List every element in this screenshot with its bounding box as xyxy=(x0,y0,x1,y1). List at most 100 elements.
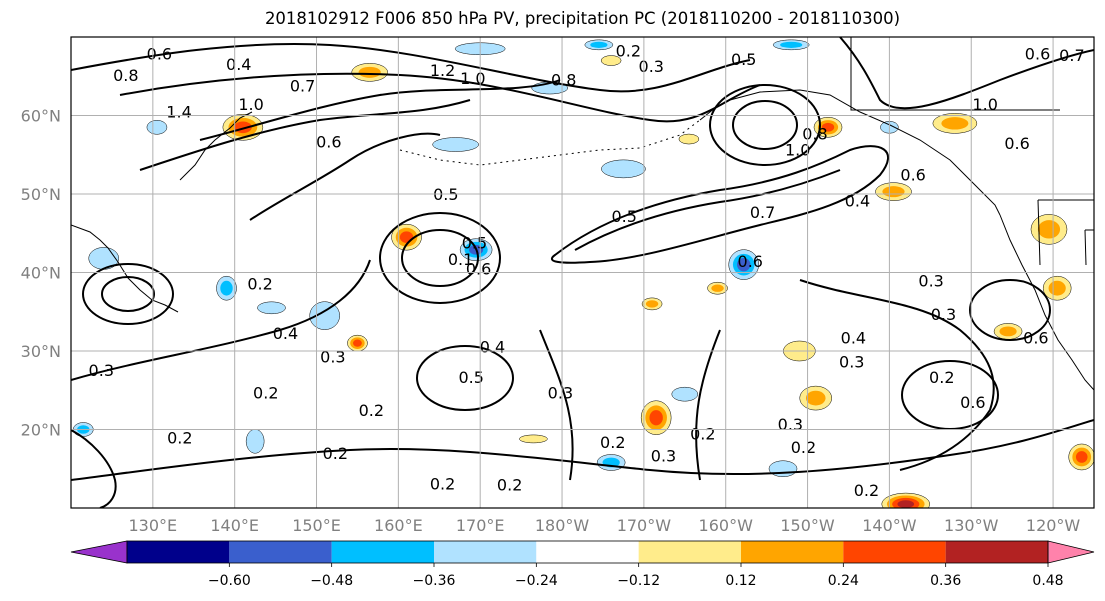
precip-region xyxy=(671,386,699,402)
contour-label: 0.3 xyxy=(839,352,864,371)
x-tick-label: 140°W xyxy=(862,516,917,535)
contour-label: 0.3 xyxy=(89,361,114,380)
x-tick-label: 140°E xyxy=(210,516,259,535)
colorbar-segment xyxy=(536,541,639,563)
coastline-aleutians xyxy=(399,119,701,166)
gridlines xyxy=(71,37,1094,508)
contour-label: 0.6 xyxy=(147,45,172,64)
precip-region xyxy=(768,460,798,477)
contour-label: 0.3 xyxy=(639,57,664,76)
state-border-4 xyxy=(850,37,1060,111)
colorbar-tick-label: 0.48 xyxy=(1032,573,1063,589)
colorbar-tick-label: −0.12 xyxy=(617,573,660,589)
contour-label: 0.3 xyxy=(548,384,573,403)
colorbar-extend-high xyxy=(1047,540,1095,564)
x-tick-label: 180°W xyxy=(535,516,590,535)
contour-label: 0.6 xyxy=(960,393,985,412)
precip-region xyxy=(999,326,1017,337)
x-axis-tick-labels: 130°E 140°E 150°E 160°E 170°E 180°W 170°W 160°W… xyxy=(129,516,1081,535)
pv-contour xyxy=(71,43,751,93)
pv-contour xyxy=(551,145,890,264)
pv-contour xyxy=(71,259,371,381)
pv-contour xyxy=(101,276,155,312)
precip-region xyxy=(649,410,663,426)
pv-contour-labels: 0.60.80.40.71.2 1.01.01.40.60.20.3 0.5 0.6 0… xyxy=(89,41,1085,500)
pv-contour xyxy=(71,429,117,508)
pv-contour xyxy=(539,329,721,481)
contour-label: 0.6 xyxy=(316,132,341,151)
contour-label: 0.6 xyxy=(1004,134,1029,153)
colorbar-frame xyxy=(126,540,1049,564)
x-tick-label: 170°E xyxy=(456,516,505,535)
precip-region xyxy=(353,339,362,347)
precip-region xyxy=(1037,220,1061,239)
colorbar-segment xyxy=(945,541,1048,563)
pv-contour xyxy=(119,72,761,123)
pv-contour xyxy=(969,279,1051,341)
precip-region xyxy=(257,301,286,315)
contour-label: 0.4 xyxy=(273,324,298,343)
x-tick-label: 130°W xyxy=(944,516,999,535)
chart-title: 2018102912 F006 850 hPa PV, precipitatio… xyxy=(264,9,901,28)
colorbar-segment xyxy=(127,541,230,563)
coastline-north-america-west xyxy=(999,214,1094,391)
contour-label: 0.7 xyxy=(750,203,775,222)
colorbar-tick-label: 0.12 xyxy=(725,573,756,589)
precip-region xyxy=(600,55,622,66)
contour-label: 1.4 xyxy=(166,103,191,122)
pv-contour xyxy=(799,279,995,471)
contour-label: 0.5 xyxy=(458,368,483,387)
state-border-2 xyxy=(1037,199,1041,266)
coastlines xyxy=(71,37,1094,391)
contour-label: 0.5 xyxy=(462,234,487,253)
colorbar-tick-labels: −0.60 −0.48 −0.36 −0.24 −0.12 0.12 0.24 0.36 0.4… xyxy=(208,563,1064,589)
precip-region xyxy=(601,159,646,179)
contour-label: 1.0 xyxy=(460,69,485,88)
pv-contour xyxy=(71,419,1094,481)
pv-contours xyxy=(71,37,1094,508)
contour-label: 0.6 xyxy=(1025,45,1050,64)
contour-label: 0.7 xyxy=(1059,46,1084,65)
y-axis-tick-labels: 60°N 50°N 40°N 30°N 20°N xyxy=(21,107,61,440)
contour-label: 0.8 xyxy=(113,66,138,85)
colorbar-tick-label: −0.60 xyxy=(208,573,251,589)
pv-contour xyxy=(416,345,514,411)
pv-contour xyxy=(709,84,821,166)
y-tick-label: 20°N xyxy=(21,421,61,440)
contour-label: 0.2 xyxy=(929,368,954,387)
contour-label: 0.2 xyxy=(690,424,715,443)
pv-contour xyxy=(401,229,479,287)
precip-region xyxy=(309,301,340,330)
precip-region xyxy=(805,390,826,406)
precip-region xyxy=(1075,451,1088,463)
pv-contour xyxy=(732,100,798,150)
contour-label: 0.8 xyxy=(551,70,576,89)
colorbar-tick-label: −0.36 xyxy=(413,573,456,589)
contour-label: 0.6 xyxy=(1023,329,1048,348)
contour-label: 0.2 xyxy=(430,475,455,494)
precip-region xyxy=(821,122,835,132)
precip-region xyxy=(780,41,803,48)
colorbar-segment xyxy=(434,541,537,563)
contour-label: 1.0 xyxy=(785,140,810,159)
y-tick-label: 30°N xyxy=(21,342,61,361)
precip-region xyxy=(678,133,700,145)
x-tick-label: 120°W xyxy=(1026,516,1081,535)
contour-label: 0.3 xyxy=(320,348,345,367)
contour-label: 0.4 xyxy=(226,55,251,74)
y-tick-label: 60°N xyxy=(21,107,61,126)
contour-label: 0.5 xyxy=(731,50,756,69)
precip-region xyxy=(358,66,381,78)
pv-contour xyxy=(82,263,174,325)
colorbar-extend-low xyxy=(70,540,128,564)
precip-region xyxy=(882,186,905,198)
colorbar-tick-label: 0.24 xyxy=(828,573,859,589)
state-border-3 xyxy=(1084,229,1094,266)
y-tick-label: 50°N xyxy=(21,185,61,204)
contour-label: 0.2 xyxy=(497,476,522,495)
contour-label: 0.2 xyxy=(791,438,816,457)
precip-region xyxy=(645,300,659,308)
contour-label: 0.2 xyxy=(359,401,384,420)
contour-label: 0.2 xyxy=(253,384,278,403)
x-tick-label: 150°W xyxy=(780,516,835,535)
